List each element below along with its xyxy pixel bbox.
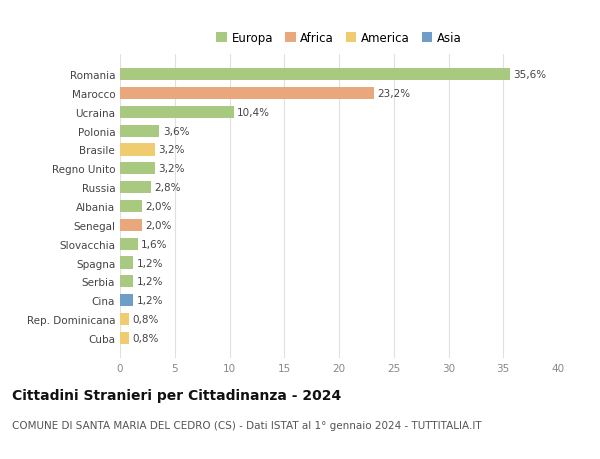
Text: 3,2%: 3,2% [158,164,185,174]
Bar [120,294,133,307]
Text: Cittadini Stranieri per Cittadinanza - 2024: Cittadini Stranieri per Cittadinanza - 2… [12,388,341,402]
Text: 1,2%: 1,2% [136,296,163,306]
Bar [120,313,129,325]
Text: 1,2%: 1,2% [136,258,163,268]
Text: COMUNE DI SANTA MARIA DEL CEDRO (CS) - Dati ISTAT al 1° gennaio 2024 - TUTTITALI: COMUNE DI SANTA MARIA DEL CEDRO (CS) - D… [12,420,482,430]
Text: 10,4%: 10,4% [237,107,270,118]
Text: 2,8%: 2,8% [154,183,181,193]
Text: 2,0%: 2,0% [145,220,172,230]
Text: 0,8%: 0,8% [132,314,158,325]
Bar [120,182,151,194]
Text: 3,6%: 3,6% [163,126,189,136]
Bar [120,257,133,269]
Bar [120,163,155,175]
Bar [120,144,155,156]
Text: 23,2%: 23,2% [377,89,410,99]
Bar [120,106,234,119]
Text: 1,6%: 1,6% [141,239,167,249]
Bar [120,332,129,344]
Legend: Europa, Africa, America, Asia: Europa, Africa, America, Asia [212,28,467,50]
Text: 3,2%: 3,2% [158,145,185,155]
Text: 35,6%: 35,6% [513,70,546,80]
Text: 0,8%: 0,8% [132,333,158,343]
Text: 2,0%: 2,0% [145,202,172,212]
Bar [120,88,374,100]
Bar [120,201,142,213]
Bar [120,69,510,81]
Bar [120,238,137,250]
Bar [120,276,133,288]
Bar [120,125,160,137]
Text: 1,2%: 1,2% [136,277,163,287]
Bar [120,219,142,231]
